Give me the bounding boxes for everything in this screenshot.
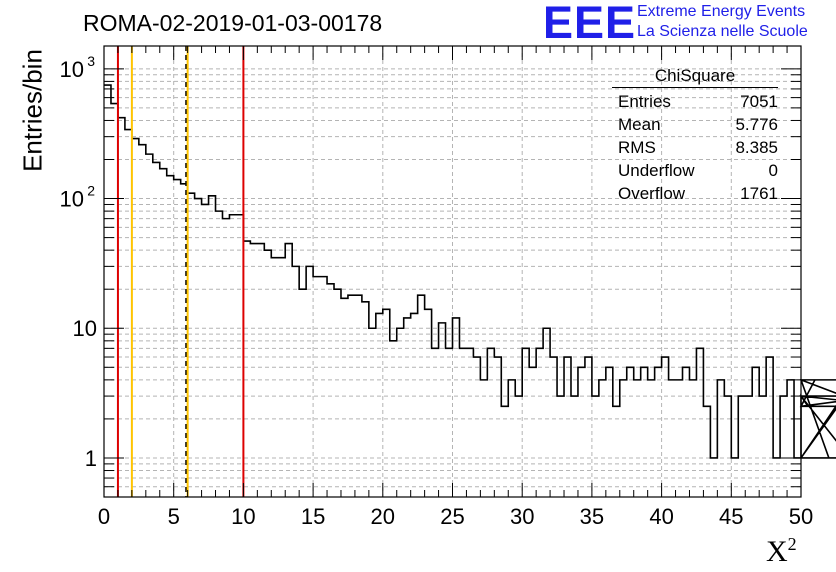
- x-tick-label: 40: [649, 504, 673, 529]
- x-tick-label: 45: [719, 504, 743, 529]
- stats-row-entries: Entries 7051: [612, 90, 778, 113]
- stats-label: Underflow: [618, 161, 695, 180]
- x-axis-label: X2: [766, 534, 797, 569]
- logo-line-1: Extreme Energy Events: [637, 3, 806, 20]
- stats-row-underflow: Underflow 0: [612, 159, 778, 182]
- stats-value: 1761: [740, 184, 778, 203]
- y-tick-label: 10: [60, 57, 84, 82]
- stats-label: Entries: [618, 92, 671, 111]
- x-tick-label: 5: [168, 504, 180, 529]
- y-tick-label: 1: [85, 446, 97, 471]
- y-tick-exponent: 3: [87, 53, 95, 69]
- stats-value: 8.385: [735, 138, 778, 157]
- stats-label: RMS: [618, 138, 656, 157]
- y-tick-label: 10: [60, 187, 84, 212]
- y-axis-label: Entries/bin: [17, 49, 48, 172]
- x-tick-label: 15: [301, 504, 325, 529]
- x-tick-label: 50: [789, 504, 813, 529]
- stats-value: 0: [768, 161, 778, 180]
- eee-logo: EEE: [543, 0, 637, 48]
- x-tick-label: 0: [98, 504, 110, 529]
- x-tick-label: 20: [371, 504, 395, 529]
- stats-box: ChiSquare Entries 7051 Mean 5.776 RMS 8.385…: [612, 66, 778, 205]
- stats-row-rms: RMS 8.385: [612, 136, 778, 159]
- x-axis-label-sup: 2: [787, 534, 797, 554]
- x-tick-label: 30: [510, 504, 534, 529]
- histogram-outline: [104, 84, 836, 459]
- x-tick-label: 25: [440, 504, 464, 529]
- stats-value: 7051: [740, 92, 778, 111]
- chart-title: ROMA-02-2019-01-03-00178: [83, 10, 383, 36]
- stats-row-mean: Mean 5.776: [612, 113, 778, 136]
- logo-line-2: La Scienza nelle Scuole: [637, 23, 808, 40]
- x-tick-label: 10: [231, 504, 255, 529]
- y-tick-label: 10: [73, 316, 97, 341]
- x-axis-label-base: X: [766, 535, 788, 568]
- y-tick-exponent: 2: [87, 183, 95, 199]
- stats-label: Mean: [618, 115, 661, 134]
- stats-row-overflow: Overflow 1761: [612, 182, 778, 205]
- stats-label: Overflow: [618, 184, 686, 203]
- x-tick-label: 35: [580, 504, 604, 529]
- stats-value: 5.776: [735, 115, 778, 134]
- stats-box-title: ChiSquare: [612, 66, 778, 88]
